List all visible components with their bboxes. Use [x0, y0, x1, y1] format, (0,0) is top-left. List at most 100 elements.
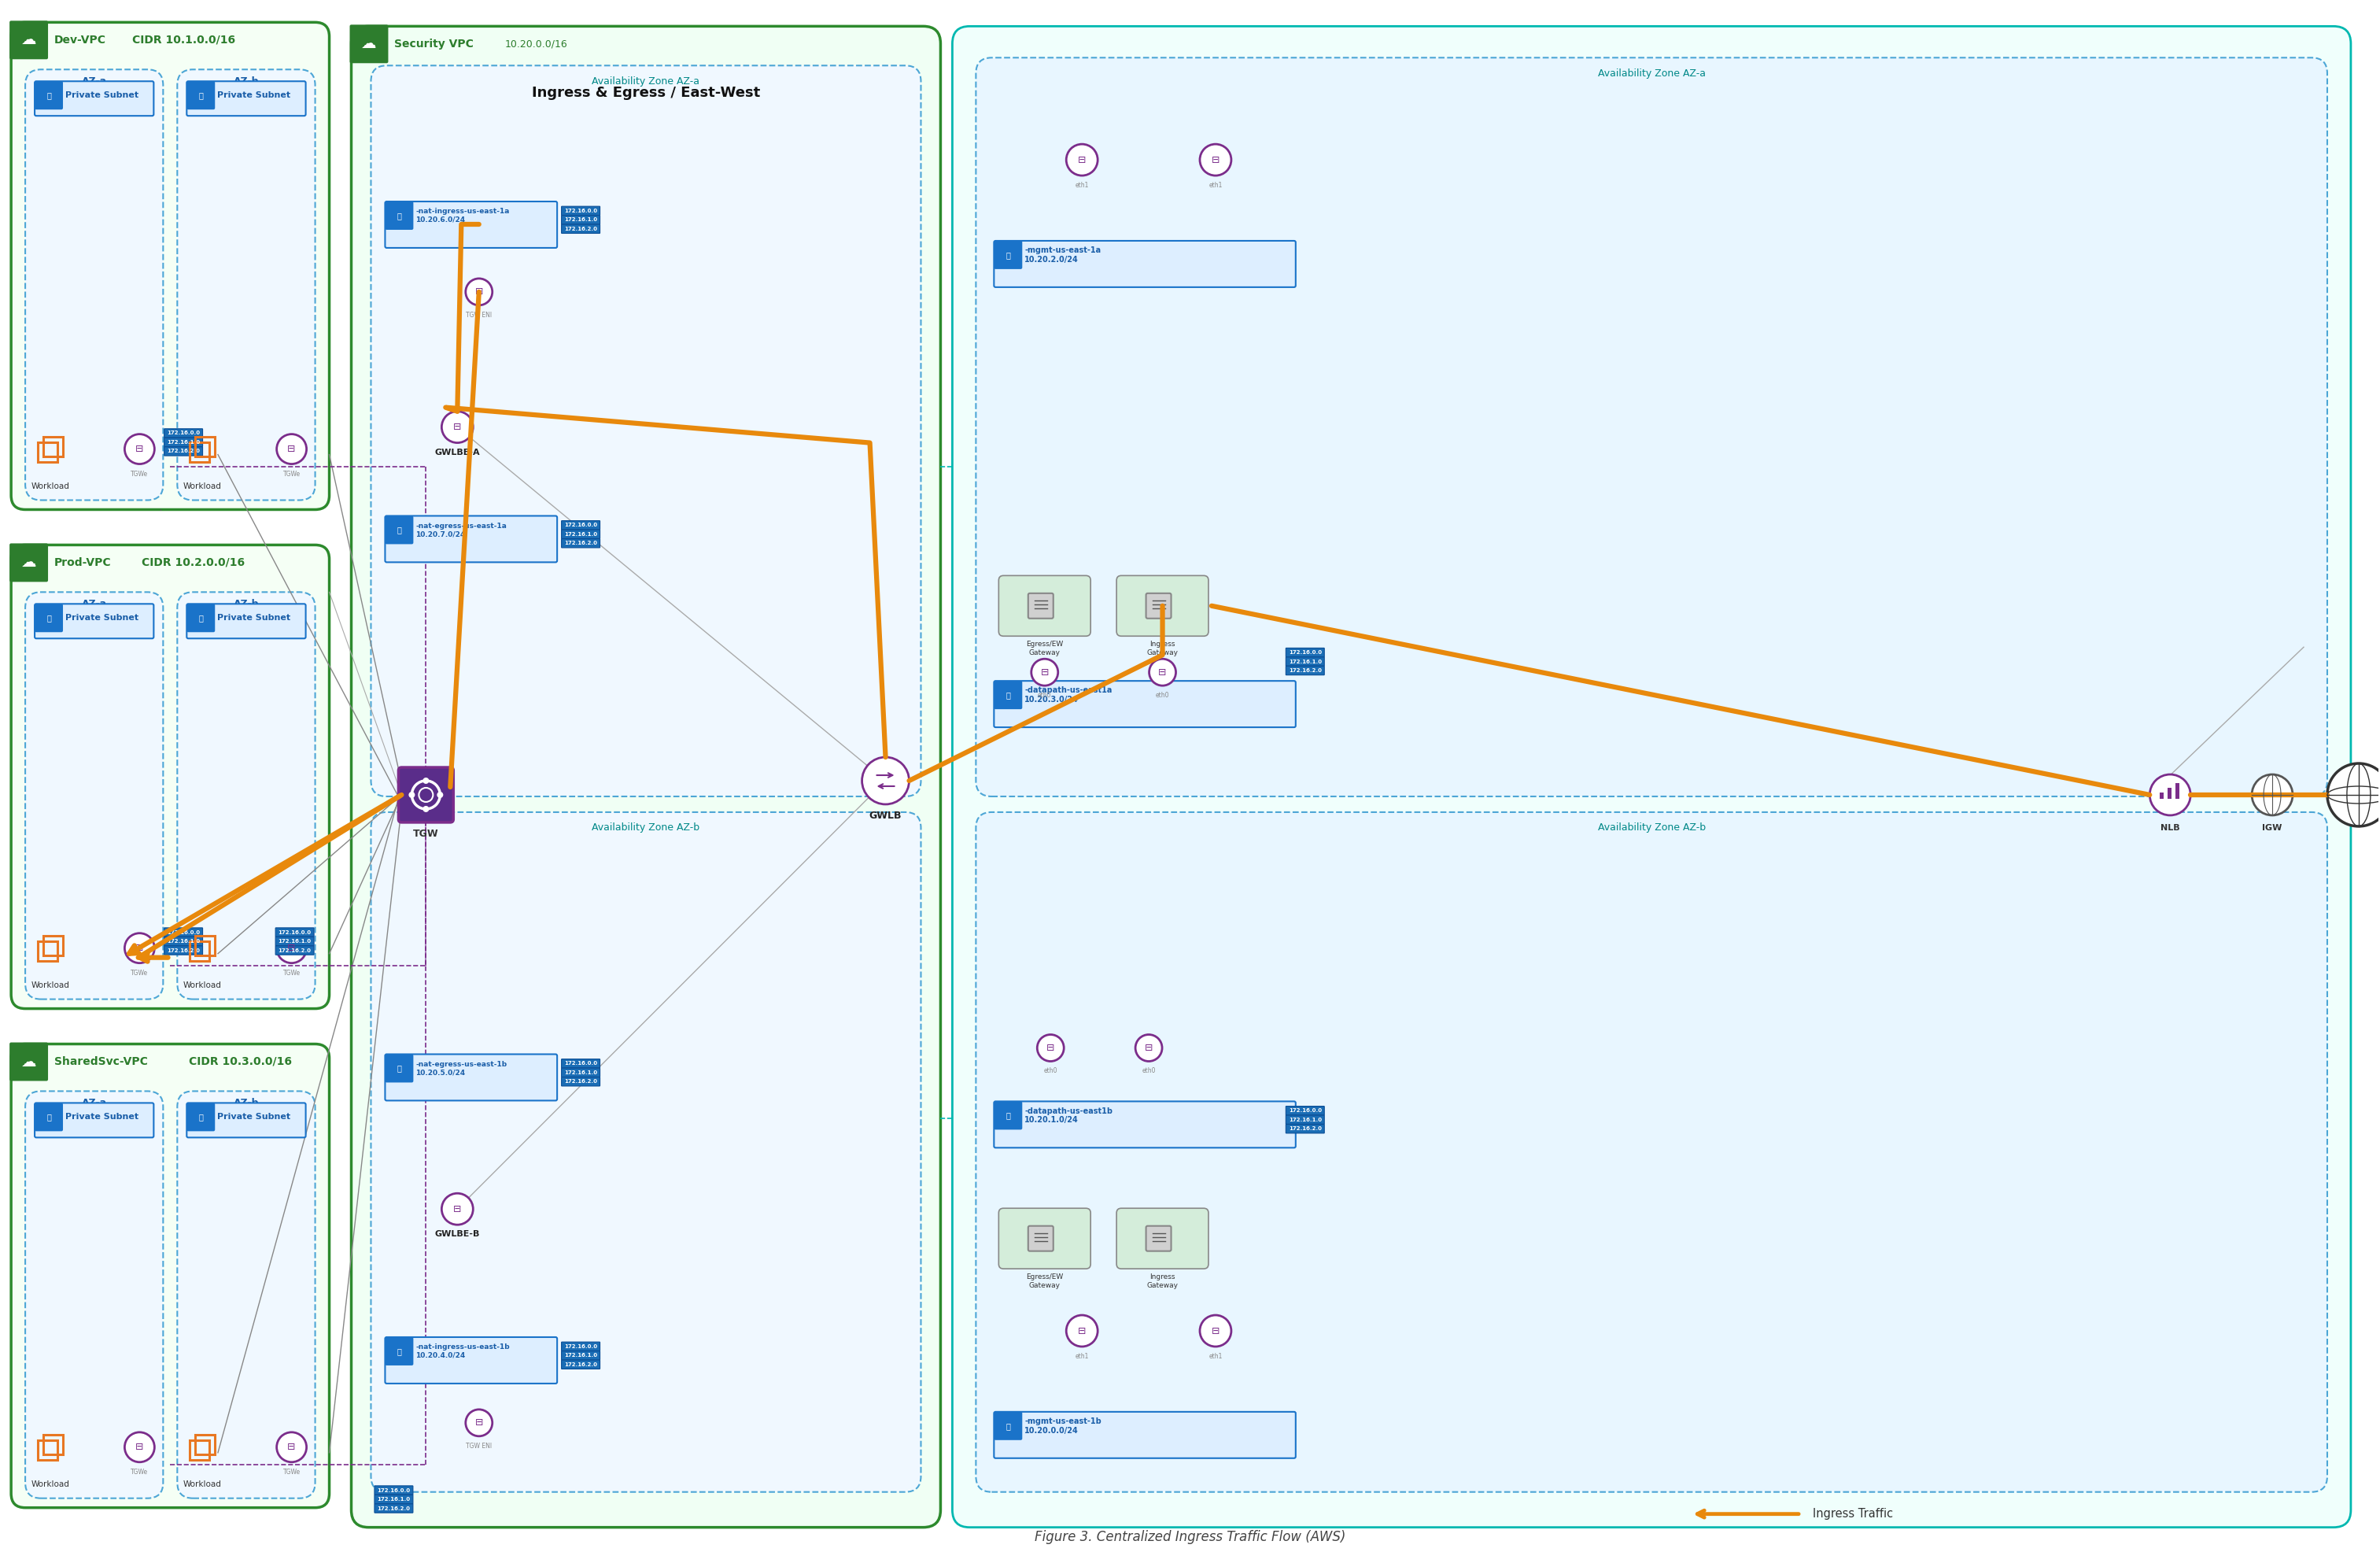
Text: GWLBE-B: GWLBE-B: [436, 1231, 481, 1238]
Circle shape: [124, 933, 155, 964]
Text: TGW: TGW: [414, 829, 438, 840]
Text: 🔒: 🔒: [397, 1065, 402, 1072]
Circle shape: [2251, 774, 2292, 815]
Circle shape: [1200, 1315, 1230, 1347]
Text: -datapath-us-east1b
10.20.1.0/24: -datapath-us-east1b 10.20.1.0/24: [1026, 1107, 1114, 1124]
Text: Workload: Workload: [31, 981, 69, 989]
Text: NLB: NLB: [2161, 824, 2180, 832]
Text: TGWe: TGWe: [283, 1468, 300, 1476]
FancyBboxPatch shape: [10, 543, 48, 582]
FancyBboxPatch shape: [36, 1103, 62, 1131]
FancyBboxPatch shape: [386, 515, 557, 562]
FancyBboxPatch shape: [562, 1350, 600, 1360]
Text: 172.16.1.0: 172.16.1.0: [376, 1498, 409, 1502]
Text: CIDR 10.1.0.0/16: CIDR 10.1.0.0/16: [133, 34, 236, 45]
FancyBboxPatch shape: [995, 681, 1295, 728]
Text: Availability Zone AZ-b: Availability Zone AZ-b: [1597, 823, 1706, 833]
FancyBboxPatch shape: [371, 812, 921, 1491]
FancyBboxPatch shape: [352, 26, 940, 1527]
Text: 172.16.1.0: 172.16.1.0: [564, 1071, 597, 1076]
FancyBboxPatch shape: [164, 937, 202, 945]
Text: 🔒: 🔒: [397, 1347, 402, 1355]
FancyBboxPatch shape: [386, 1338, 414, 1366]
FancyBboxPatch shape: [976, 812, 2328, 1491]
FancyBboxPatch shape: [386, 202, 414, 230]
Text: 🔒: 🔒: [1007, 1111, 1012, 1119]
Text: eth1: eth1: [1076, 1353, 1088, 1360]
Text: ⊟: ⊟: [452, 422, 462, 431]
Text: 172.16.0.0: 172.16.0.0: [564, 1062, 597, 1066]
Circle shape: [2328, 764, 2380, 826]
FancyBboxPatch shape: [562, 225, 600, 233]
FancyBboxPatch shape: [995, 1102, 1023, 1130]
FancyBboxPatch shape: [12, 22, 328, 509]
FancyBboxPatch shape: [397, 767, 455, 823]
Text: 172.16.2.0: 172.16.2.0: [564, 542, 597, 546]
Text: Figure 3. Centralized Ingress Traffic Flow (AWS): Figure 3. Centralized Ingress Traffic Fl…: [1035, 1530, 1345, 1544]
Text: 172.16.1.0: 172.16.1.0: [278, 939, 312, 944]
Text: eth0: eth0: [1038, 692, 1052, 698]
Text: 172.16.1.0: 172.16.1.0: [564, 532, 597, 537]
FancyBboxPatch shape: [164, 447, 202, 456]
FancyBboxPatch shape: [386, 515, 414, 545]
FancyBboxPatch shape: [176, 593, 314, 999]
Text: 🔒: 🔒: [198, 615, 202, 622]
Text: 172.16.0.0: 172.16.0.0: [167, 930, 200, 934]
FancyBboxPatch shape: [995, 1102, 1295, 1148]
Text: eth1: eth1: [1076, 182, 1088, 189]
Text: 172.16.2.0: 172.16.2.0: [564, 1363, 597, 1367]
FancyBboxPatch shape: [12, 545, 328, 1009]
Circle shape: [438, 792, 443, 798]
Text: 172.16.2.0: 172.16.2.0: [376, 1505, 409, 1510]
FancyBboxPatch shape: [1147, 1226, 1171, 1251]
FancyBboxPatch shape: [276, 937, 314, 945]
FancyBboxPatch shape: [562, 216, 600, 225]
FancyBboxPatch shape: [562, 529, 600, 539]
FancyBboxPatch shape: [995, 1412, 1023, 1440]
Text: AZ-a: AZ-a: [81, 1097, 107, 1108]
Text: AZ-a: AZ-a: [81, 76, 107, 87]
Text: Workload: Workload: [31, 1481, 69, 1488]
FancyBboxPatch shape: [1285, 666, 1323, 675]
FancyBboxPatch shape: [995, 1412, 1295, 1459]
FancyBboxPatch shape: [26, 1091, 164, 1498]
Text: Egress/EW
Gateway: Egress/EW Gateway: [1026, 641, 1064, 656]
Text: GWLB: GWLB: [869, 812, 902, 821]
Text: Availability Zone AZ-a: Availability Zone AZ-a: [1597, 68, 1706, 79]
Text: CIDR 10.2.0.0/16: CIDR 10.2.0.0/16: [140, 557, 245, 568]
Text: eth0: eth0: [1157, 692, 1169, 698]
Text: AZ-b: AZ-b: [233, 599, 259, 608]
FancyBboxPatch shape: [12, 1044, 328, 1507]
Text: TGWe: TGWe: [131, 970, 148, 976]
Text: 172.16.0.0: 172.16.0.0: [376, 1488, 409, 1493]
Text: -nat-ingress-us-east-1a
10.20.6.0/24: -nat-ingress-us-east-1a 10.20.6.0/24: [416, 208, 509, 223]
FancyBboxPatch shape: [562, 1077, 600, 1086]
Text: Workload: Workload: [183, 483, 221, 490]
FancyBboxPatch shape: [386, 1338, 557, 1383]
Text: -datapath-us-east1a
10.20.3.0/24: -datapath-us-east1a 10.20.3.0/24: [1026, 686, 1111, 703]
Text: 172.16.2.0: 172.16.2.0: [278, 948, 312, 953]
Text: TGWe: TGWe: [283, 470, 300, 478]
FancyBboxPatch shape: [1000, 576, 1090, 636]
FancyBboxPatch shape: [36, 604, 62, 632]
Text: GWLBE-A: GWLBE-A: [436, 449, 481, 456]
Circle shape: [1150, 660, 1176, 686]
Text: eth0: eth0: [1142, 1068, 1157, 1074]
Text: SharedSvc-VPC: SharedSvc-VPC: [55, 1057, 148, 1068]
Text: 🔒: 🔒: [48, 1113, 50, 1121]
Text: 🔒: 🔒: [397, 526, 402, 534]
FancyBboxPatch shape: [976, 57, 2328, 796]
Text: Private Subnet: Private Subnet: [217, 615, 290, 622]
Circle shape: [1200, 144, 1230, 175]
Text: ☁: ☁: [21, 556, 36, 570]
FancyBboxPatch shape: [1285, 1107, 1323, 1116]
Text: ⊟: ⊟: [1078, 155, 1085, 165]
Circle shape: [409, 792, 414, 798]
Text: 🔒: 🔒: [48, 615, 50, 622]
Text: ⊟: ⊟: [1040, 667, 1050, 677]
FancyBboxPatch shape: [1285, 1124, 1323, 1133]
Text: 172.16.0.0: 172.16.0.0: [1288, 1108, 1321, 1113]
Text: Availability Zone AZ-b: Availability Zone AZ-b: [593, 823, 700, 833]
FancyBboxPatch shape: [176, 70, 314, 500]
Text: 172.16.1.0: 172.16.1.0: [564, 1353, 597, 1358]
